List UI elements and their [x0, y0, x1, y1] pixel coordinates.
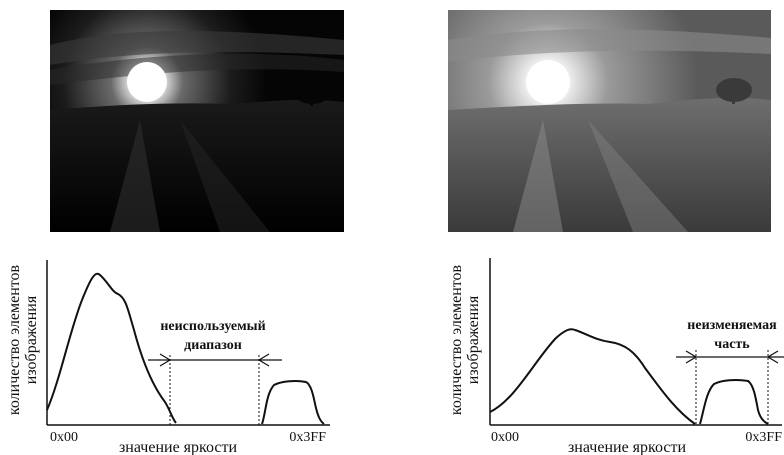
left-y-label-line2: изображения: [23, 295, 40, 384]
right-arrow-head-1: [685, 350, 698, 364]
right-histogram: неизменяемая часть 0x00 0x3FF значение я…: [448, 258, 784, 455]
left-histogram: неиспользуемый диапазон 0x00 0x3FF значе…: [6, 260, 330, 455]
right-tick-max: 0x3FF: [745, 430, 782, 445]
left-annotation-line1: неиспользуемый: [160, 319, 265, 334]
right-tick-min: 0x00: [491, 430, 519, 445]
left-y-label-line1: количество элементов: [6, 264, 23, 415]
right-histogram-right-peak: [699, 379, 769, 425]
right-annotation-line1: неизменяемая: [687, 318, 777, 333]
left-arrow-head-2: [257, 353, 270, 367]
original-photo: [50, 10, 344, 232]
left-tick-min: 0x00: [50, 430, 78, 445]
right-histogram-curve: [489, 328, 696, 425]
adjusted-photo: [448, 10, 771, 232]
left-x-label: значение яркости: [119, 439, 238, 455]
right-y-label-line2: изображения: [465, 295, 482, 384]
left-histogram-curve: [46, 272, 177, 424]
left-annotation-line2: диапазон: [184, 338, 242, 353]
right-annotation-line2: часть: [714, 337, 750, 352]
left-tick-max: 0x3FF: [289, 430, 326, 445]
right-y-label-line1: количество элементов: [448, 264, 465, 415]
right-x-label: значение яркости: [568, 439, 687, 455]
right-arrow-head-2: [766, 350, 779, 364]
left-arrow-head-1: [159, 353, 172, 367]
left-histogram-right-peak: [261, 380, 325, 425]
